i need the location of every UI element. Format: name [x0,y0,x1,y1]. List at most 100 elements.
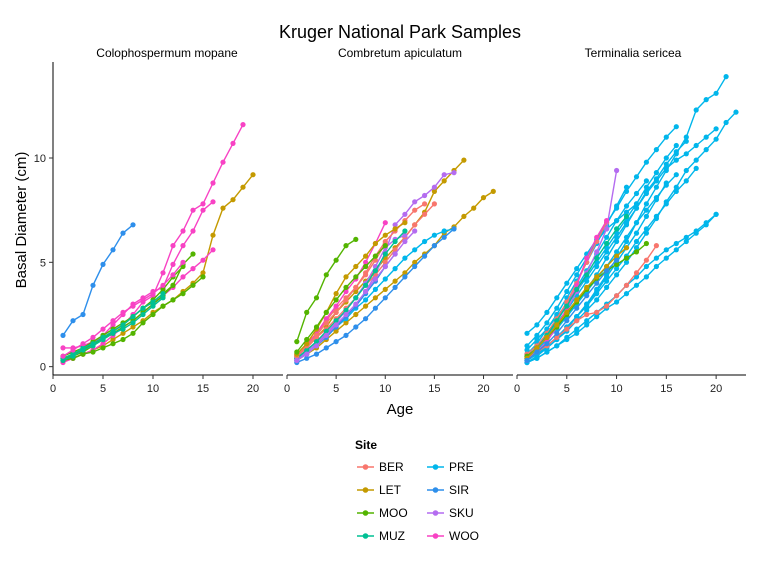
data-point [170,272,176,278]
data-point [402,220,408,226]
data-point [402,228,408,234]
legend-item-pre: PRE [427,460,474,474]
series-sir [294,226,457,366]
data-point [150,311,156,318]
data-point [392,251,398,257]
data-point [594,309,600,315]
data-point [90,343,96,349]
data-point [604,284,610,290]
data-point [363,282,369,288]
data-point [441,178,447,184]
data-point [200,207,206,213]
data-point [623,203,630,209]
data-point [604,274,610,280]
x-tick-label: 10 [147,383,159,395]
data-point [160,286,166,292]
data-point [643,178,650,184]
series-woo [60,259,186,359]
series-sir [60,222,136,338]
x-tick-label: 20 [477,383,489,395]
series-line [296,245,386,353]
data-point [693,165,699,171]
data-point [431,243,437,249]
data-point [614,293,620,299]
data-point [643,240,650,247]
data-point [343,288,349,295]
data-point [294,357,300,363]
data-point [673,157,679,163]
data-point [604,268,610,274]
data-point [623,209,630,215]
data-point [150,303,156,309]
data-point [382,220,388,226]
data-point [80,347,86,353]
data-point [653,197,660,203]
data-point [150,299,156,305]
data-point [220,159,226,165]
data-point [240,184,246,190]
data-point [564,326,570,332]
data-point [574,305,580,311]
data-point [250,172,256,178]
data-point [100,326,106,332]
data-point [524,330,530,336]
data-point [180,243,186,249]
data-point [633,245,640,251]
data-point [614,249,620,255]
data-point [392,278,398,284]
data-point [304,355,310,361]
data-point [544,349,550,355]
data-point [604,303,610,309]
data-point [673,142,679,149]
data-point [200,257,206,263]
x-tick-label: 20 [710,383,722,395]
data-point [683,178,689,184]
data-point [683,138,689,144]
x-tick-label: 0 [284,383,290,395]
data-point [402,232,408,238]
data-point [584,322,590,328]
data-point [200,274,206,280]
data-point [412,263,418,270]
data-point [604,240,610,247]
data-point [80,341,86,347]
data-point [363,259,369,265]
data-point [333,303,339,309]
data-point [90,282,96,288]
panel-title-terminalia: Terminalia sericea [585,46,682,60]
data-point [130,303,136,309]
data-point [353,301,359,307]
legend-key-point [362,464,369,470]
data-point [643,263,650,270]
data-point [372,253,378,259]
legend-key-point [432,510,439,516]
data-point [422,201,428,207]
data-point [353,263,359,270]
y-tick-label: 10 [34,153,46,165]
data-point [323,320,329,326]
legend-key-point [362,510,369,516]
legend-key-point [362,487,369,493]
data-point [480,195,487,201]
data-point [703,134,709,140]
data-point [614,299,620,305]
data-point [534,355,540,361]
data-point [633,249,640,255]
data-point [70,353,76,359]
data-point [323,316,329,322]
data-point [703,220,709,226]
data-point [353,295,359,301]
x-axis-label: Age [387,401,414,418]
series-pre [524,126,719,357]
legend-label: SIR [449,483,469,497]
data-point [382,259,388,265]
data-point [190,282,196,288]
data-point [524,357,530,363]
data-point [653,255,660,261]
data-point [160,295,166,301]
data-point [313,351,320,357]
data-point [170,282,176,288]
data-point [160,270,166,276]
data-point [304,347,310,353]
data-point [524,343,530,349]
